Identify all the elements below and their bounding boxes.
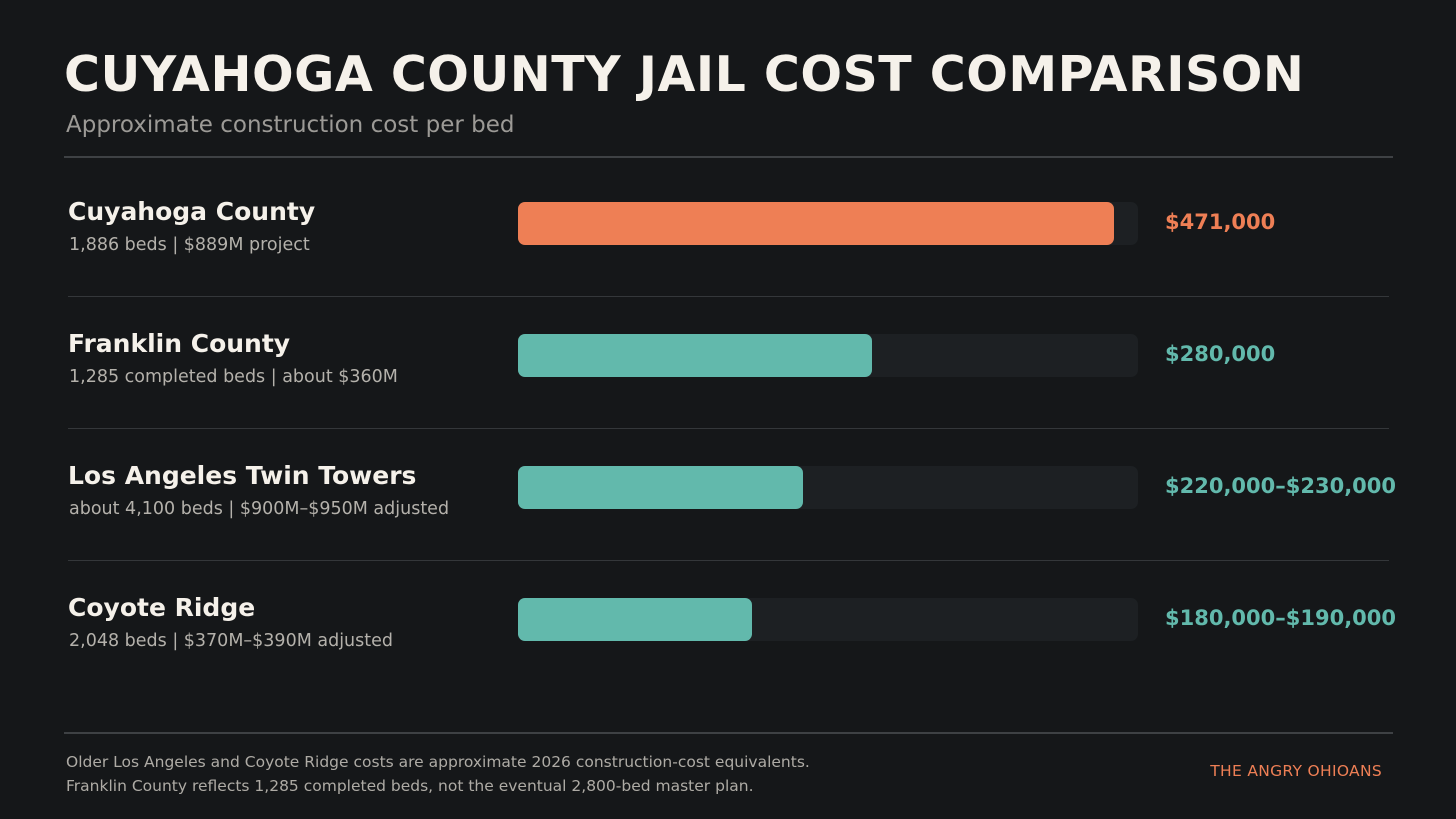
row-divider: [68, 296, 1389, 297]
bar-track: [518, 334, 1138, 377]
bar-row: Coyote Ridge 2,048 beds | $370M–$390M adj…: [0, 593, 1456, 725]
bar-row: Los Angeles Twin Towers about 4,100 beds …: [0, 461, 1456, 593]
bar: [518, 466, 803, 509]
category-label: Los Angeles Twin Towers: [68, 461, 417, 490]
category-label: Cuyahoga County: [68, 197, 316, 226]
brand-label: THE ANGRY OHIOANS: [1210, 762, 1382, 780]
footnote-line-1: Older Los Angeles and Coyote Ridge costs…: [66, 753, 810, 771]
footnote-line-2: Franklin County reflects 1,285 completed…: [66, 777, 754, 795]
category-detail: 2,048 beds | $370M–$390M adjusted: [69, 631, 394, 651]
bar-track: [518, 598, 1138, 641]
bar-track: [518, 202, 1138, 245]
bar: [518, 334, 872, 377]
row-divider: [68, 560, 1389, 561]
category-label: Coyote Ridge: [68, 593, 256, 622]
row-divider: [68, 428, 1389, 429]
value-label: $220,000–$230,000: [1165, 474, 1397, 498]
chart-subtitle: Approximate construction cost per bed: [66, 112, 515, 138]
bar-row: Franklin County 1,285 completed beds | ab…: [0, 329, 1456, 461]
chart-title: CUYAHOGA COUNTY JAIL COST COMPARISON: [64, 46, 1305, 103]
category-label: Franklin County: [68, 329, 291, 358]
category-detail: about 4,100 beds | $900M–$950M adjusted: [69, 499, 450, 519]
bar-row: Cuyahoga County 1,886 beds | $889M projec…: [0, 197, 1456, 329]
bar-track: [518, 466, 1138, 509]
value-label: $471,000: [1165, 210, 1276, 234]
category-detail: 1,285 completed beds | about $360M: [69, 367, 398, 387]
bottom-divider: [64, 732, 1393, 734]
bar: [518, 598, 752, 641]
value-label: $180,000–$190,000: [1165, 606, 1397, 630]
top-divider: [64, 156, 1393, 158]
value-label: $280,000: [1165, 342, 1276, 366]
bar: [518, 202, 1114, 245]
category-detail: 1,886 beds | $889M project: [69, 235, 310, 255]
